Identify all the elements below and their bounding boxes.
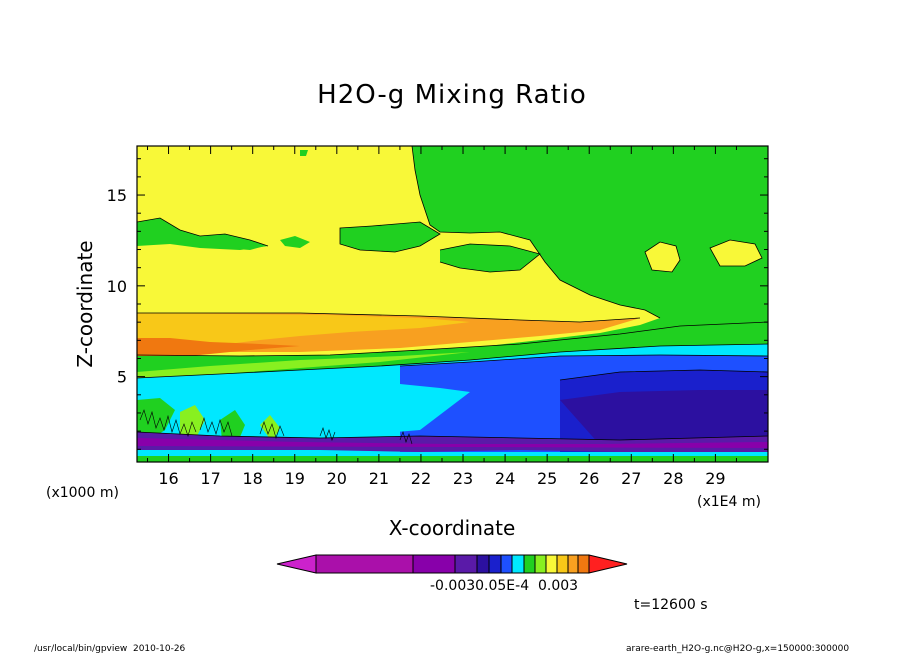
y-tick-label: 15 bbox=[107, 186, 127, 205]
x-axis-title: X-coordinate bbox=[389, 516, 516, 540]
y-tick-label: 5 bbox=[117, 368, 127, 387]
x-tick-label: 28 bbox=[663, 469, 683, 488]
x-tick-label: 18 bbox=[243, 469, 263, 488]
chart-title: H2O-g Mixing Ratio bbox=[317, 80, 587, 110]
colorbar-segment bbox=[556, 554, 569, 574]
colorbar-segment bbox=[534, 554, 547, 574]
colorbar-segment bbox=[523, 554, 536, 574]
colorbar-segment bbox=[500, 554, 513, 574]
x-tick-label: 16 bbox=[158, 469, 178, 488]
time-label: t=12600 s bbox=[634, 597, 708, 613]
x-tick-label: 22 bbox=[411, 469, 431, 488]
colorbar-segment bbox=[577, 554, 590, 574]
y-unit-label: (x1000 m) bbox=[46, 485, 119, 501]
colorbar-max-arrow bbox=[588, 554, 628, 574]
x-tick-label: 23 bbox=[453, 469, 473, 488]
x-tick-label: 25 bbox=[537, 469, 557, 488]
colorbar-segment bbox=[315, 554, 414, 574]
colorbar-segment bbox=[511, 554, 525, 574]
colorbar-segment bbox=[488, 554, 502, 574]
colorbar-segment bbox=[476, 554, 490, 574]
colorbar-segment bbox=[567, 554, 579, 574]
footer-right: arare-earth_H2O-g.nc@H2O-g,x=150000:3000… bbox=[626, 644, 849, 654]
x-axis: 16 17 18 19 20 21 22 23 24 25 26 27 28 29 bbox=[147, 146, 737, 488]
x-tick-label: 29 bbox=[705, 469, 725, 488]
y-axis: 5 10 15 bbox=[107, 158, 768, 450]
colorbar-segment bbox=[545, 554, 558, 574]
colorbar-segment bbox=[454, 554, 478, 574]
colorbar-segment bbox=[412, 554, 456, 574]
x-tick-label: 17 bbox=[200, 469, 220, 488]
y-axis-title: Z-coordinate bbox=[73, 240, 97, 367]
x-tick-label: 26 bbox=[579, 469, 599, 488]
x-tick-label: 19 bbox=[285, 469, 305, 488]
x-tick-label: 20 bbox=[327, 469, 347, 488]
contour-field bbox=[137, 146, 768, 462]
colorbar bbox=[276, 554, 628, 574]
colorbar-labels: -0.0030.05E-4 0.003 bbox=[430, 578, 578, 594]
x-tick-label: 27 bbox=[621, 469, 641, 488]
x-tick-label: 21 bbox=[369, 469, 389, 488]
footer-left: /usr/local/bin/gpview 2010-10-26 bbox=[34, 644, 186, 654]
y-tick-label: 10 bbox=[107, 277, 127, 296]
colorbar-min-arrow bbox=[276, 554, 317, 574]
x-tick-label: 24 bbox=[495, 469, 515, 488]
x-unit-label: (x1E4 m) bbox=[697, 494, 761, 510]
